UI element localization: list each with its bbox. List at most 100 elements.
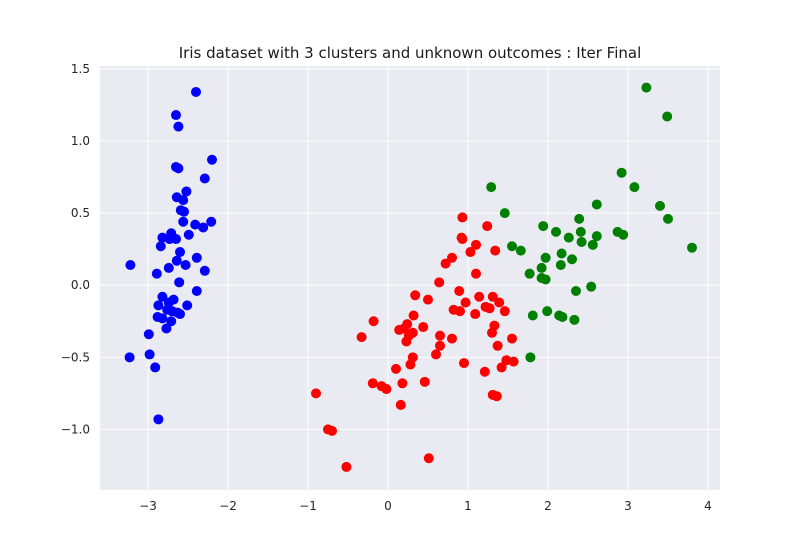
data-point [173,121,184,132]
data-point [163,262,174,273]
data-point [447,252,457,263]
data-point [455,306,465,317]
data-point [423,294,433,305]
data-point [124,352,135,363]
chart-title: Iris dataset with 3 clusters and unknown… [179,44,642,62]
data-point [161,323,172,334]
data-point [494,297,505,308]
data-point [180,260,191,271]
data-point [151,268,162,279]
data-point [496,362,507,373]
data-point [499,306,510,317]
data-point [618,229,629,240]
data-point [166,316,177,327]
data-point [551,226,561,237]
data-point [576,236,587,247]
data-point [457,234,468,245]
data-point [629,182,640,193]
data-point [143,329,154,340]
data-point [175,309,185,320]
data-point [487,327,497,338]
cluster-2 [311,212,519,472]
data-point [586,281,597,292]
data-point [171,110,181,121]
data-point [408,310,419,321]
x-tick-label: 4 [704,499,712,513]
data-point [687,242,697,253]
cluster-1 [124,86,217,425]
data-point [486,182,497,193]
data-point [391,363,401,374]
data-point [471,268,481,279]
data-point [540,274,551,285]
data-point [484,303,495,314]
x-tick-label: −3 [139,499,157,513]
data-point [540,252,551,263]
data-point [191,252,202,263]
data-point [178,195,189,206]
data-point [574,213,585,224]
y-tick-label: −0.5 [61,350,90,364]
data-point [470,309,481,320]
data-point [491,391,502,402]
data-point [482,221,493,232]
x-tick-label: −2 [219,499,237,513]
data-point [198,222,209,233]
data-point [401,336,412,347]
data-point [381,384,392,395]
data-point [181,186,192,197]
data-point [179,206,189,217]
data-point [155,241,166,252]
data-point [527,310,538,321]
data-point [182,300,193,311]
data-point [206,216,217,227]
data-point [487,291,498,302]
x-tick-label: 1 [464,499,472,513]
data-point [575,226,586,237]
x-tick-label: 0 [384,499,392,513]
data-point [150,362,161,373]
data-point [191,86,201,97]
data-point [341,461,352,472]
data-point [567,254,577,265]
data-point [663,213,673,224]
data-point [418,322,429,333]
data-point [499,208,510,219]
data-point [655,200,665,211]
data-point [492,340,503,351]
data-point [423,453,434,464]
data-point [447,333,457,344]
data-point [434,277,445,288]
data-point [616,167,627,178]
data-point [199,173,210,184]
data-point [397,378,408,389]
data-point [410,290,421,301]
data-point [207,154,217,165]
data-point [190,219,201,230]
data-point [431,349,441,360]
data-point [191,285,202,296]
data-point [459,358,469,369]
data-point [356,332,367,343]
data-point [542,306,553,317]
tick-labels: −3 −2 −1 0 1 2 3 4 −1.0 −0.5 0.0 0.5 1.0 1.5 [61,62,712,513]
data-point [538,221,549,232]
data-point [525,352,536,363]
data-point [490,245,501,256]
data-point [174,277,185,288]
data-point [440,258,451,269]
data-point [173,163,184,174]
data-point [556,248,567,259]
data-point [563,232,574,243]
data-point [394,324,405,335]
data-point [557,311,568,322]
data-point [591,231,602,242]
data-point [569,314,580,325]
data-point [153,300,164,311]
x-tick-label: 2 [544,499,552,513]
data-point [507,333,517,344]
y-tick-label: 1.5 [71,62,90,76]
data-point [178,216,189,227]
data-point [327,425,337,436]
